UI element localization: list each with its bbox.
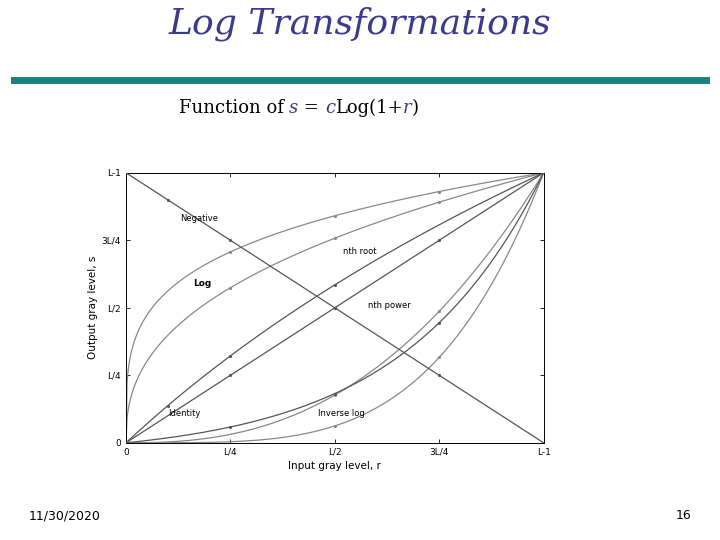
- Text: nth power: nth power: [368, 301, 411, 310]
- Text: Log: Log: [193, 279, 211, 288]
- Text: 16: 16: [675, 509, 691, 522]
- Text: ): ): [411, 99, 418, 117]
- Text: Identity: Identity: [168, 409, 200, 418]
- Text: 11/30/2020: 11/30/2020: [29, 509, 101, 522]
- Text: =: =: [298, 99, 325, 117]
- Y-axis label: Output gray level, s: Output gray level, s: [88, 256, 98, 360]
- Text: Log Transformations: Log Transformations: [168, 7, 552, 42]
- Text: Negative: Negative: [180, 214, 218, 224]
- Text: Function of: Function of: [179, 99, 289, 117]
- Text: r: r: [402, 99, 411, 117]
- Text: Log(1+: Log(1+: [335, 99, 402, 117]
- Text: s: s: [289, 99, 298, 117]
- Text: c: c: [325, 99, 335, 117]
- X-axis label: Input gray level, r: Input gray level, r: [289, 461, 381, 471]
- Text: nth root: nth root: [343, 247, 377, 256]
- Text: Inverse log: Inverse log: [318, 409, 365, 418]
